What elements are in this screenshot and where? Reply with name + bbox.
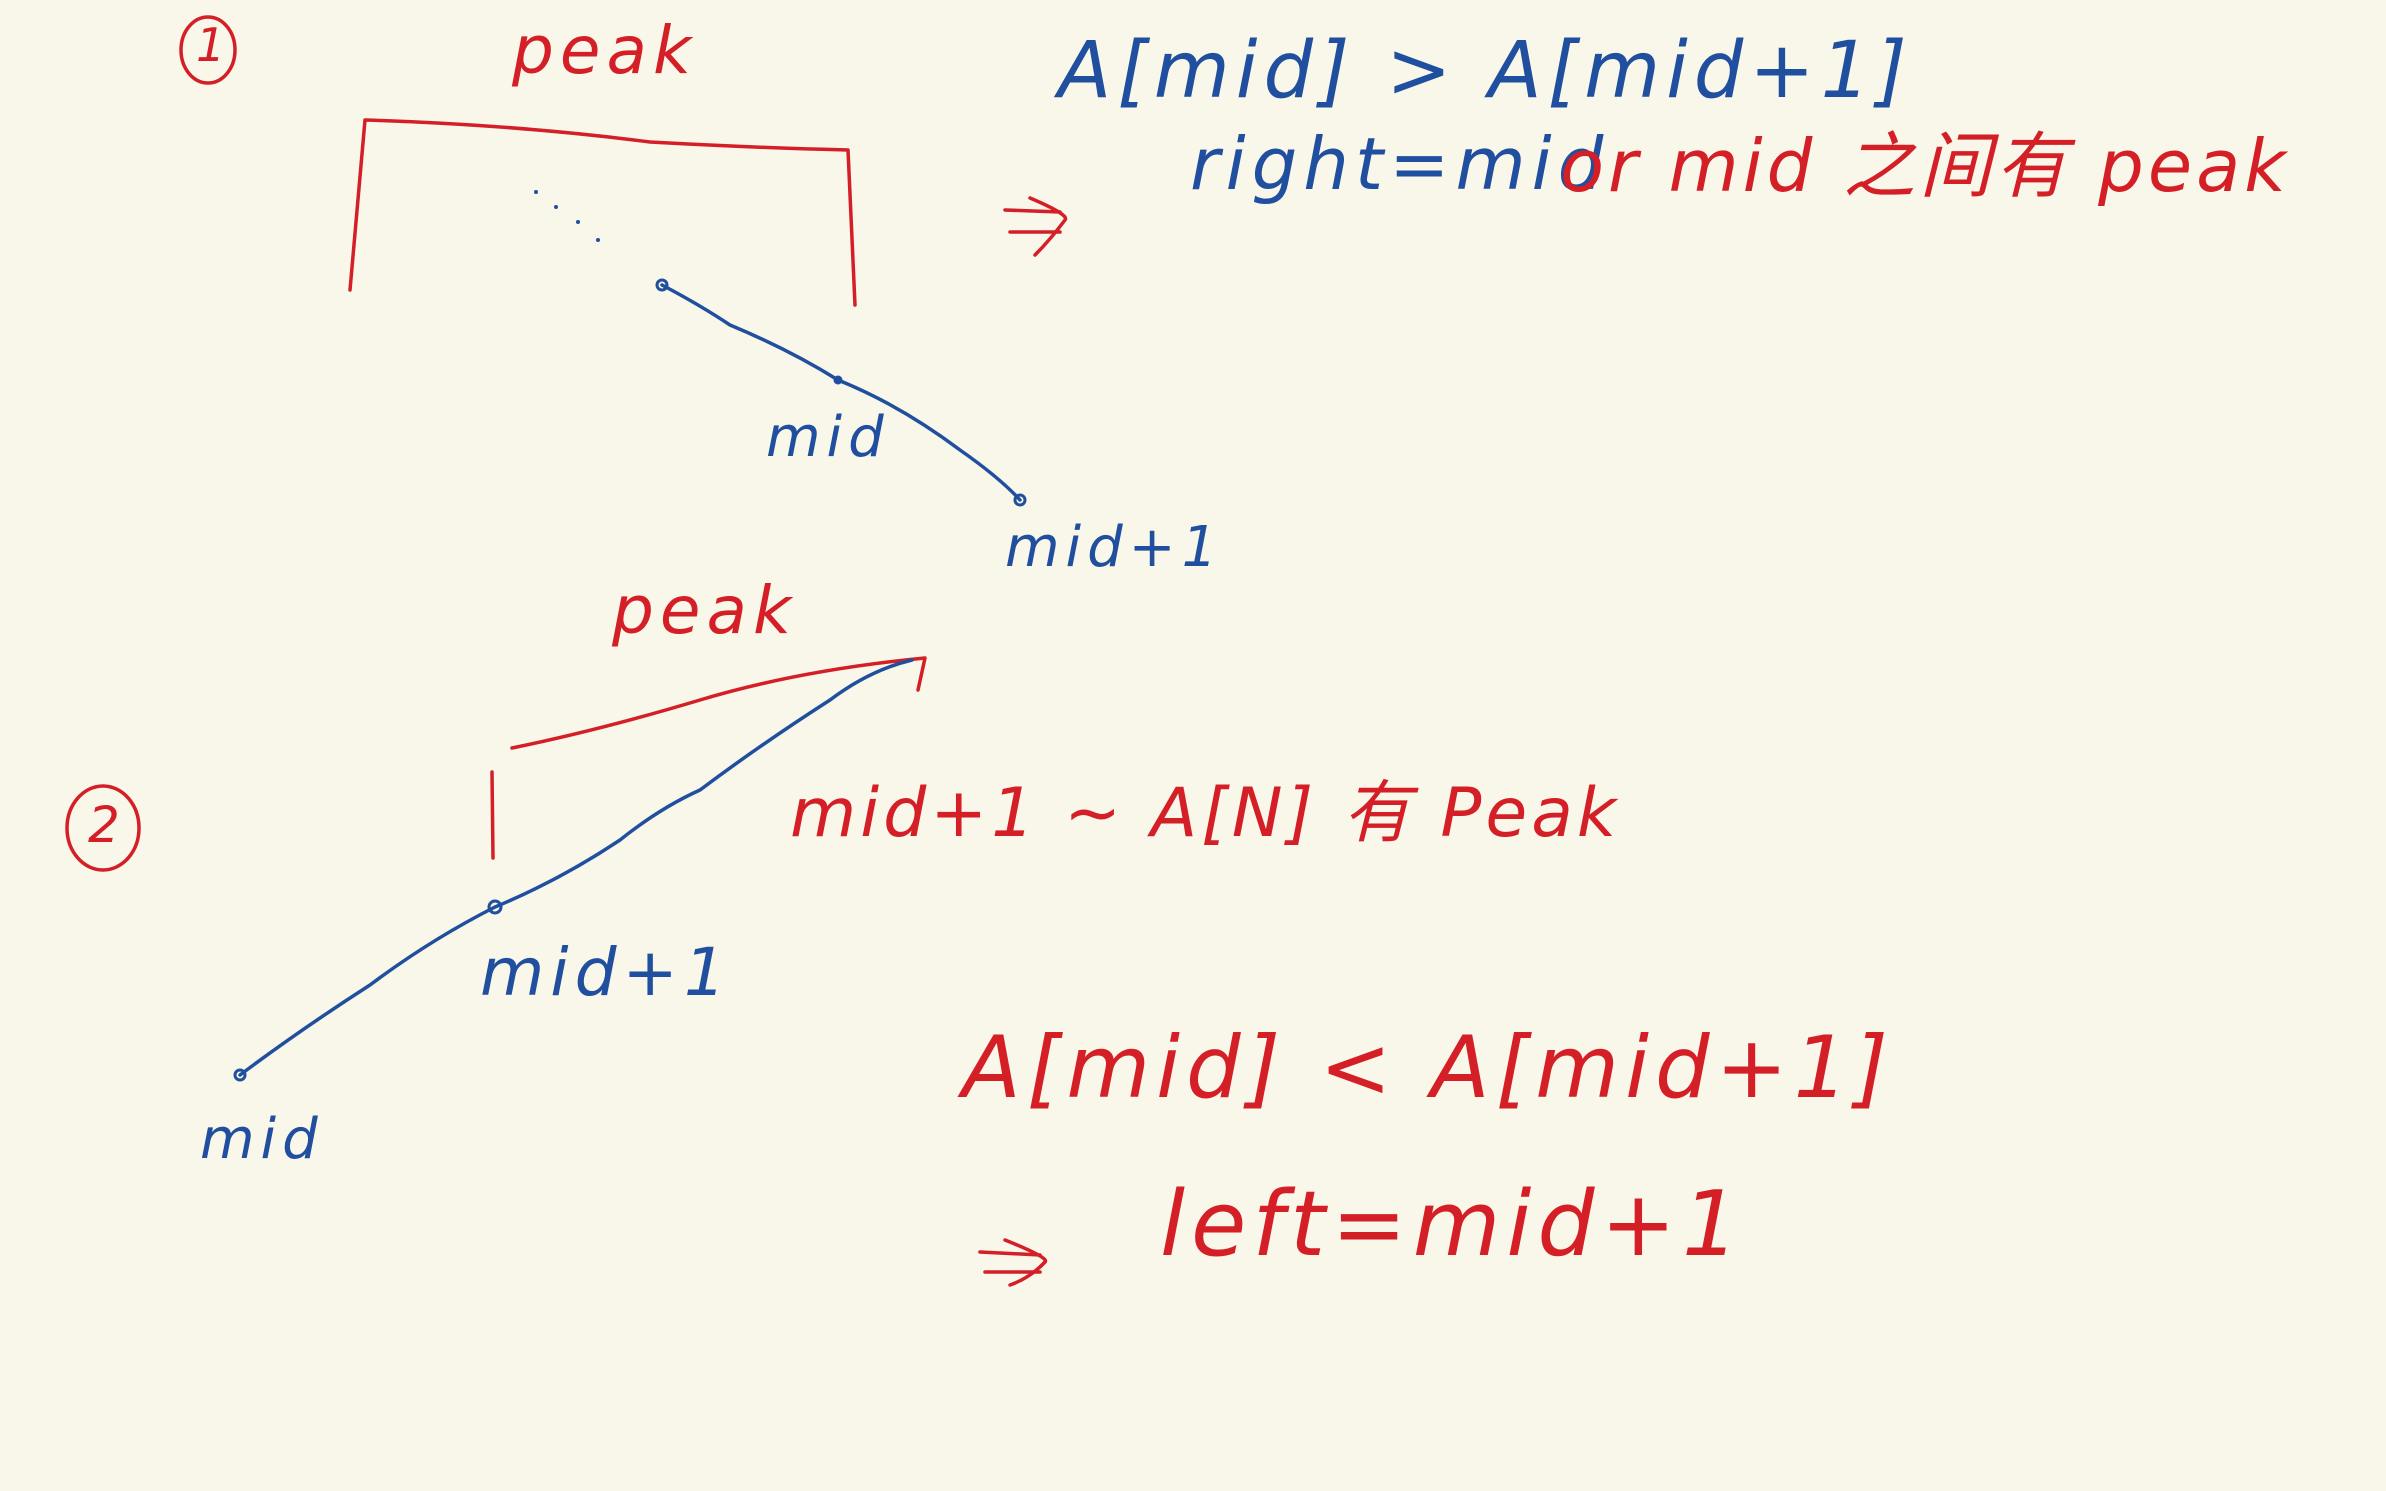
case2-condition: A[mid] < A[mid+1]: [962, 1018, 1894, 1118]
case2-marker-number: 2: [88, 796, 120, 854]
case1-marker-number: 1: [196, 18, 226, 72]
case1-descending-curve: [660, 283, 1022, 502]
case2-mid-label: mid: [200, 1107, 324, 1172]
case1-dotted-trail: [534, 190, 600, 242]
case2-midplus-label: mid+1: [480, 934, 732, 1011]
case2-ascending-curve: [238, 658, 914, 1077]
case2-drawing: [65, 656, 1048, 1287]
case2-action: left=mid+1: [1160, 1172, 1746, 1277]
case2-implies-arrow: [978, 1238, 1048, 1287]
case1-marker-circle: [179, 15, 237, 85]
case1-implies-arrow: [1003, 196, 1068, 257]
case1-condition: A[mid] > A[mid+1]: [1058, 26, 1913, 116]
case1-start-point: [655, 278, 669, 292]
case1-mid-point: [833, 375, 843, 385]
case2-peak-label: peak: [612, 572, 798, 649]
case1-midplus-point: [1013, 493, 1027, 507]
case1-peak-label: peak: [512, 12, 698, 89]
case1-action: right=mid: [1190, 122, 1610, 206]
case1-note: or mid 之间有 peak: [1560, 124, 2290, 208]
case1-midplus-label: mid+1: [1005, 515, 1224, 580]
case2-mid-point: [233, 1068, 247, 1082]
case1-peak-bracket: [348, 118, 857, 307]
case2-note: mid+1 ~ A[N] 有 Peak: [790, 774, 1621, 853]
case2-marker-circle: [65, 784, 141, 872]
case2-peak-bracket: [490, 656, 927, 860]
case1-drawing: [179, 15, 1068, 507]
case2-midplus-point: [487, 899, 503, 915]
case1-mid-label: mid: [766, 405, 890, 470]
